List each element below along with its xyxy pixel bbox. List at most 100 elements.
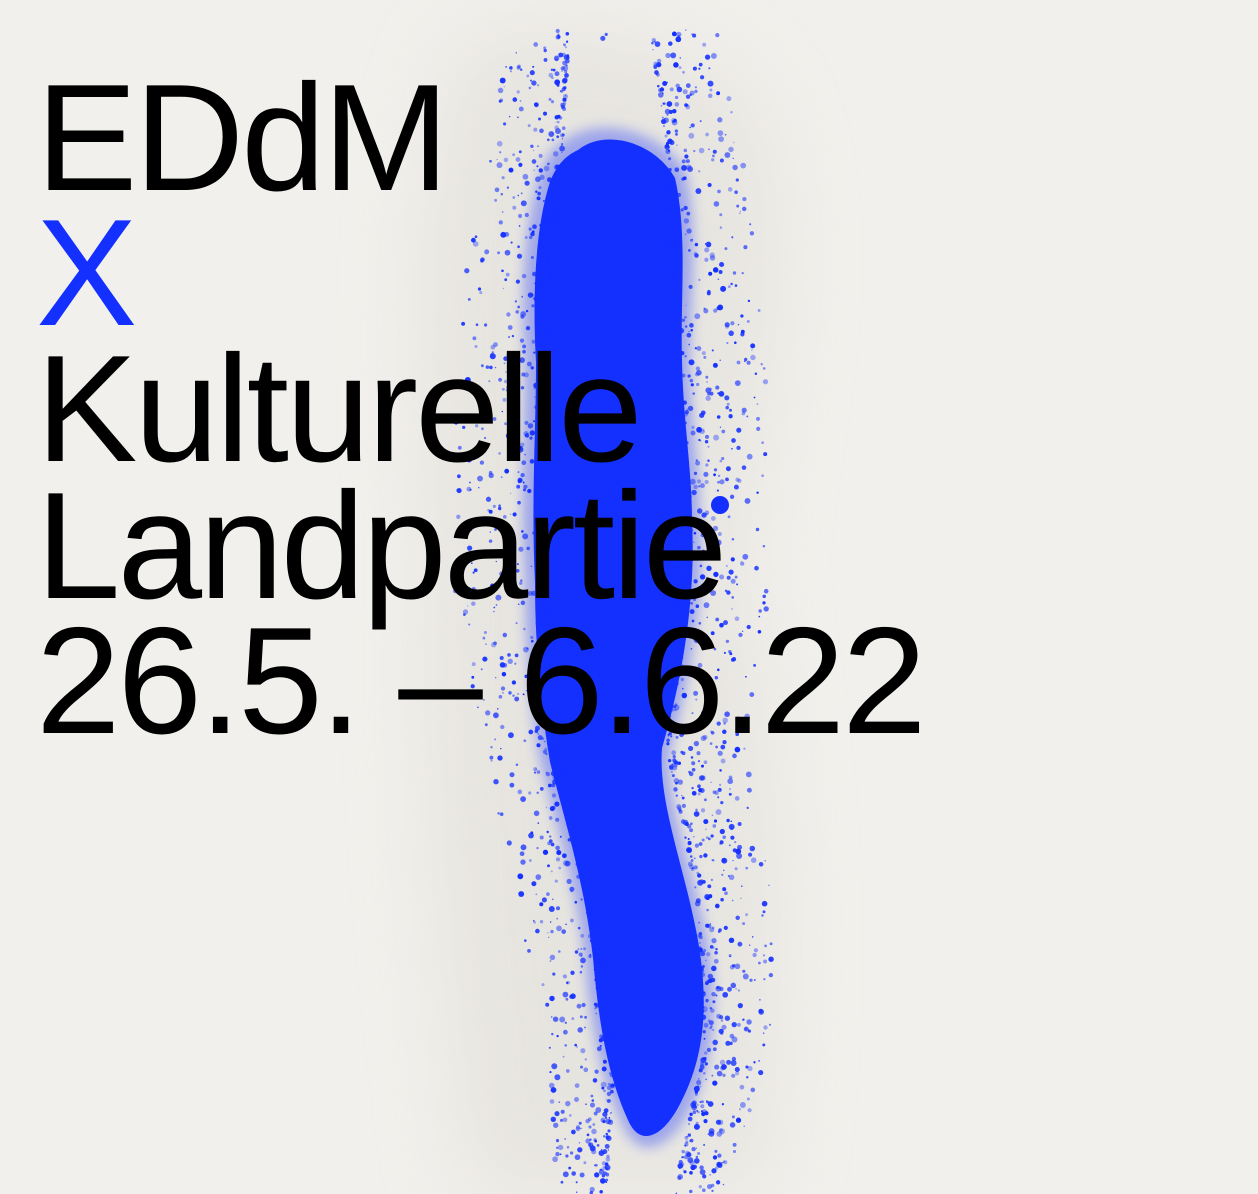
spray-speck <box>515 622 518 625</box>
spray-speck <box>553 1122 559 1128</box>
spray-speck <box>549 241 556 248</box>
spray-speck <box>673 430 680 436</box>
spray-speck <box>548 816 553 820</box>
spray-speck <box>590 893 592 895</box>
spray-speck <box>704 479 709 485</box>
spray-speck <box>541 350 547 357</box>
spray-speck <box>526 690 528 692</box>
spray-speck <box>691 425 695 429</box>
spray-speck <box>594 1172 600 1178</box>
headline-kulturelle: Kulturelle <box>36 324 643 494</box>
spray-speck <box>721 1103 725 1106</box>
spray-speck <box>730 111 733 114</box>
spray-speck <box>600 956 602 958</box>
spray-speck <box>706 513 708 515</box>
spray-speck <box>543 507 550 514</box>
spray-speck <box>720 1031 724 1036</box>
spray-speck <box>509 70 512 73</box>
spray-speck <box>490 759 493 762</box>
spray-speck <box>716 1161 722 1168</box>
spray-speck <box>675 781 678 785</box>
spray-speck <box>746 453 753 460</box>
spray-speck <box>563 769 567 773</box>
spray-speck <box>522 349 526 354</box>
spray-speck <box>561 87 566 92</box>
spray-speck <box>510 241 513 244</box>
spray-speck <box>602 1017 604 1020</box>
spray-speck <box>545 328 551 334</box>
spray-speck <box>701 512 707 518</box>
spray-speck <box>694 857 696 860</box>
spray-speck <box>482 656 488 662</box>
spray-speck <box>679 548 682 550</box>
spray-speck <box>754 372 758 375</box>
spray-speck <box>549 960 552 962</box>
spray-speck <box>580 898 583 901</box>
spray-speck <box>719 1059 726 1066</box>
spray-speck <box>519 581 523 585</box>
spray-speck <box>571 827 574 831</box>
spray-speck <box>691 767 696 772</box>
spray-speck <box>570 839 575 844</box>
spray-speck <box>535 594 539 597</box>
spray-speck <box>550 870 553 873</box>
spray-speck <box>693 531 697 535</box>
spray-speck <box>552 68 556 72</box>
spray-speck <box>549 281 551 283</box>
spray-speck <box>606 1099 611 1103</box>
spray-speck <box>668 232 675 238</box>
spray-speck <box>674 129 679 133</box>
spray-speck <box>518 359 521 362</box>
spray-speck <box>541 304 544 308</box>
spray-speck <box>501 410 504 413</box>
spray-speck <box>698 622 702 625</box>
spray-speck <box>674 703 678 707</box>
spray-speck <box>674 102 680 107</box>
spray-speck <box>508 167 514 173</box>
spray-speck <box>713 434 720 441</box>
spray-speck <box>561 797 564 800</box>
spray-speck <box>741 630 744 632</box>
spray-speck <box>691 761 696 766</box>
spray-speck <box>550 234 554 238</box>
spray-speck <box>553 222 558 227</box>
spray-speck <box>756 416 760 421</box>
spray-speck <box>599 962 605 968</box>
spray-speck <box>542 714 545 717</box>
spray-speck <box>520 844 527 851</box>
spray-speck <box>758 615 761 618</box>
spray-speck <box>545 591 551 598</box>
spray-speck <box>756 491 759 494</box>
spray-speck <box>751 936 754 938</box>
spray-speck <box>745 866 748 870</box>
spray-speck <box>557 172 563 178</box>
spray-speck <box>667 187 671 191</box>
spray-speck <box>565 772 569 776</box>
spray-speck <box>495 604 498 606</box>
spray-speck <box>662 81 668 86</box>
spray-speck <box>584 1058 587 1061</box>
spray-speck <box>711 158 715 162</box>
spray-speck <box>724 395 730 401</box>
spray-speck <box>711 814 714 817</box>
spray-speck <box>499 662 506 668</box>
spray-speck <box>750 343 756 349</box>
spray-speck <box>674 422 676 424</box>
spray-speck <box>610 1048 616 1054</box>
spray-speck <box>684 154 689 159</box>
spray-speck <box>580 955 583 957</box>
spray-speck <box>565 1154 569 1158</box>
spray-speck <box>678 808 682 812</box>
spray-speck <box>535 768 537 771</box>
spray-speck <box>471 601 476 606</box>
spray-speck <box>522 173 529 180</box>
spray-speck <box>705 395 711 401</box>
spray-speck <box>494 198 498 202</box>
spray-speck <box>673 374 679 380</box>
spray-speck <box>707 1101 714 1107</box>
spray-speck <box>654 41 661 47</box>
spray-speck <box>710 631 715 636</box>
spray-speck <box>517 446 524 453</box>
spray-speck <box>680 208 684 212</box>
spray-speck <box>596 1144 600 1147</box>
